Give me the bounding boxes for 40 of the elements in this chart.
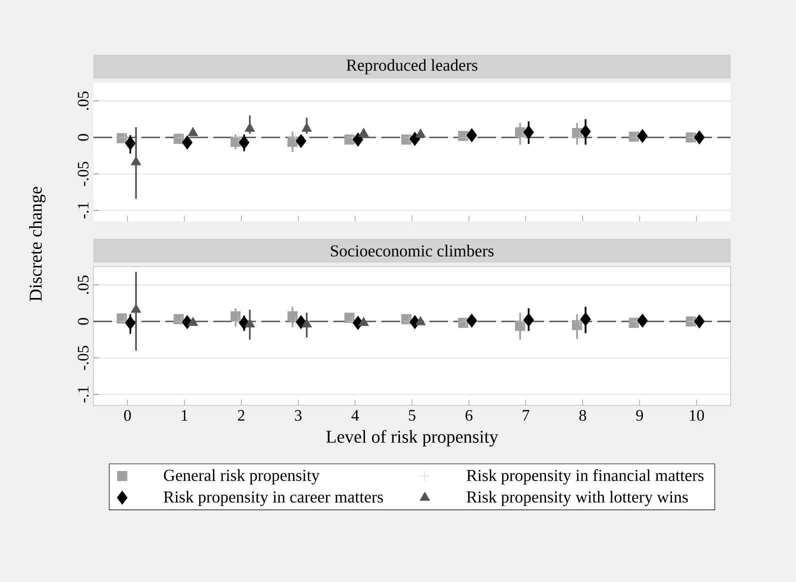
y-tick-label: -.05 [78,346,89,370]
x-tick-label: 8 [579,410,586,421]
point [572,320,582,330]
y-tick-label: -.1 [78,202,89,218]
point [230,311,241,322]
x-tick-label: 10 [690,410,704,421]
x-tick-label: 7 [522,410,530,421]
x-tick-label: 3 [294,410,302,421]
x-tick-label: 4 [351,410,359,421]
point [637,314,648,328]
x-tick-label: 9 [636,410,643,421]
point [125,316,136,330]
x-tick-label: 2 [238,410,244,421]
x-tick-label: 5 [408,410,416,421]
point [515,320,526,331]
x-axis-title: Level of risk propensity [326,430,498,447]
point [415,316,426,326]
point [344,312,354,323]
x-tick-label: 6 [466,410,472,421]
y-tick-label: -.05 [78,162,89,186]
y-tick-label: 0 [78,318,89,325]
y-axis-title: Discrete change [29,186,46,302]
y-tick-label: .05 [78,276,89,294]
point [523,313,534,327]
legend-label: Risk propensity in financial matters [466,469,704,485]
y-tick-label: 0 [78,134,89,141]
legend-label: General risk propensity [164,469,320,484]
legend-label: Risk propensity with lottery wins [466,490,688,506]
x-tick-label: 0 [124,410,131,421]
chart-title: Socioeconomic climbers [330,244,494,257]
point [694,314,705,328]
point [116,313,127,324]
y-tick-label: -.1 [78,386,89,402]
y-tick-label: .05 [78,92,89,110]
x-tick-label: 1 [182,410,188,421]
point [466,314,478,328]
chart-title: Reproduced leaders [346,59,478,74]
point [580,312,591,326]
point [287,311,298,322]
legend-label: Risk propensity in career matters [164,490,383,506]
